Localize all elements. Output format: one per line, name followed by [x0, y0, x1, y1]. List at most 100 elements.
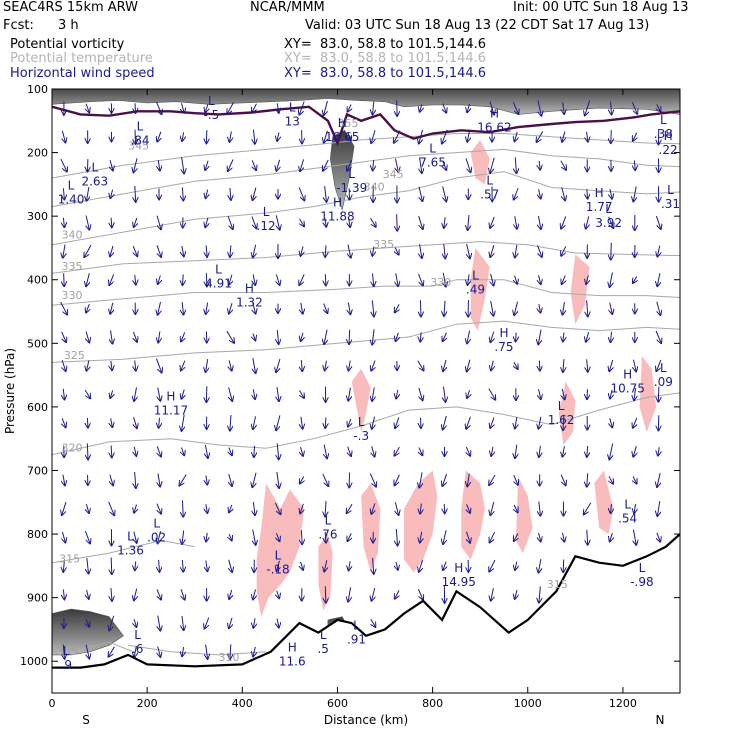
wind-arrow	[444, 300, 445, 316]
pv-high-region	[52, 89, 680, 115]
isentrope-label: 330	[62, 289, 83, 302]
wind-arrow	[228, 159, 234, 172]
extremum-mark: L	[624, 498, 631, 512]
wind-arrow	[325, 218, 326, 226]
isentrope-label: 335	[373, 238, 394, 251]
wind-arrow	[110, 302, 113, 314]
wind-arrow	[227, 215, 233, 229]
wind-arrow	[562, 446, 564, 457]
wind-arrow	[182, 187, 183, 200]
wind-arrow	[468, 274, 470, 284]
extremum-mark: L	[208, 94, 215, 108]
isentrope-label: 315	[547, 578, 568, 591]
wind-arrow	[86, 273, 89, 286]
wind-arrow	[348, 587, 351, 601]
wind-arrow	[229, 447, 232, 456]
field-xy-theta: XY= 83.0, 58.8 to 101.5,144.6	[284, 51, 487, 66]
wind-arrow	[609, 476, 613, 483]
wind-arrow	[587, 529, 588, 545]
wind-arrow	[301, 530, 302, 544]
wind-arrow	[372, 416, 375, 429]
wind-arrow	[515, 444, 517, 459]
wind-arrow	[514, 301, 517, 316]
wind-arrow	[324, 560, 327, 571]
wind-arrow	[181, 389, 184, 399]
wind-arrow	[515, 131, 518, 141]
wind-arrow	[276, 560, 279, 571]
wind-arrow	[633, 186, 636, 201]
wind-arrow	[373, 557, 374, 574]
wind-arrow	[444, 217, 445, 228]
isentrope-label: 330	[430, 276, 451, 289]
isentrope-line	[128, 644, 267, 656]
wind-arrow	[515, 275, 518, 284]
wind-arrow	[229, 131, 231, 142]
wind-arrow	[159, 417, 160, 428]
wind-arrow	[299, 218, 304, 226]
x-tick-label: 400	[232, 697, 253, 710]
wind-arrow	[634, 504, 636, 513]
plot-frame	[51, 88, 681, 694]
wind-arrow	[181, 360, 185, 371]
wind-arrow	[86, 644, 89, 659]
extremum-mark: L	[325, 514, 332, 528]
y-tick-label: 400	[27, 274, 48, 287]
y-tick-label: 300	[27, 210, 48, 223]
extremum-mark: L	[472, 269, 479, 283]
extremum-mark: L	[353, 618, 360, 632]
wind-arrow	[609, 443, 612, 459]
wind-arrow	[135, 561, 136, 570]
extremum-value: .75	[494, 340, 513, 354]
wind-arrow	[657, 301, 661, 315]
wind-arrow	[395, 158, 398, 172]
extremum-value: 11.6	[279, 655, 306, 669]
wind-arrow	[489, 474, 496, 485]
extremum-mark: L	[63, 644, 70, 658]
pv-blob	[515, 476, 533, 554]
extremum-mark: H	[245, 281, 254, 295]
extremum-value: 10.75	[610, 381, 644, 395]
wind-arrow	[300, 561, 303, 570]
extremum-value: 1.62	[548, 413, 575, 427]
wind-arrow	[158, 301, 161, 315]
wind-arrow	[563, 102, 565, 114]
wind-arrow	[110, 189, 112, 199]
wind-arrow	[539, 189, 541, 198]
wind-arrow	[372, 246, 374, 255]
pv-blob	[470, 247, 490, 331]
wind-arrow	[420, 332, 421, 341]
wind-arrow	[134, 387, 136, 401]
extremum-mark: H	[623, 367, 632, 381]
extremum-value: .9	[61, 658, 72, 672]
wind-arrow	[373, 160, 374, 170]
wind-arrow	[274, 502, 280, 514]
wind-arrow	[181, 332, 185, 341]
wind-arrow	[444, 503, 445, 513]
extremum-mark: L	[215, 262, 222, 276]
wind-arrow	[633, 445, 636, 457]
wind-arrow	[396, 561, 398, 570]
extremum-mark: L	[68, 178, 75, 192]
wind-arrow	[490, 216, 495, 228]
pv-shading-layer	[256, 139, 657, 617]
wind-arrow	[206, 273, 207, 286]
wind-arrow	[562, 275, 566, 284]
wind-arrow	[300, 246, 303, 255]
wind-arrow	[134, 217, 137, 227]
wind-arrow	[397, 214, 398, 230]
wind-arrow	[158, 473, 160, 487]
wind-arrow	[348, 418, 351, 427]
extremum-mark: L	[137, 119, 144, 133]
wind-arrow	[419, 447, 422, 456]
wind-arrow	[656, 359, 662, 371]
extremum-value: -.5	[203, 108, 219, 122]
wind-arrow	[348, 132, 351, 141]
extremum-mark: H	[595, 186, 604, 200]
wind-arrow	[322, 473, 328, 486]
wind-arrow	[420, 104, 422, 111]
wind-arrow	[539, 532, 541, 541]
wind-arrow	[466, 416, 471, 429]
wind-arrow	[276, 215, 279, 229]
wind-arrow	[87, 558, 89, 573]
wind-arrow	[182, 302, 183, 315]
